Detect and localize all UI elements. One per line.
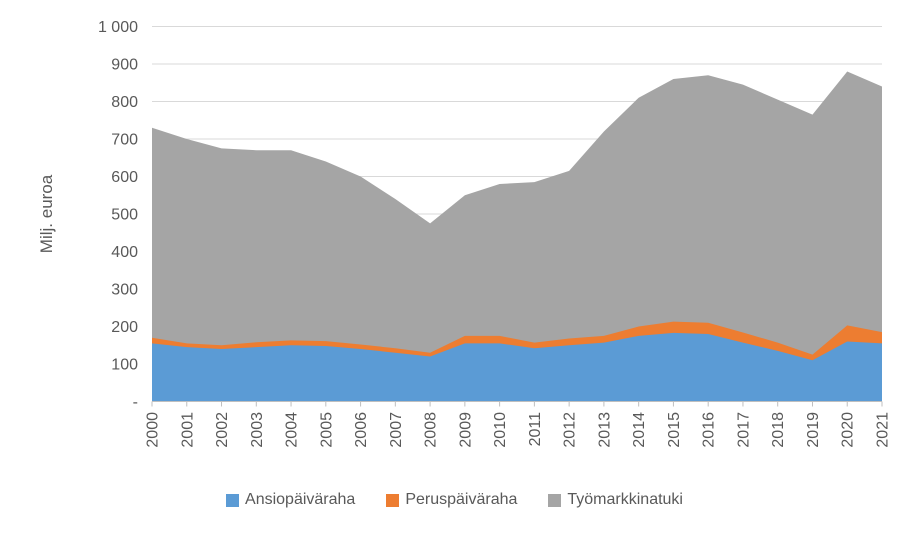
legend-item-tyomarkkinatuki: Työmarkkinatuki [548, 492, 683, 508]
y-tick-label: 200 [111, 319, 138, 336]
y-tick-label: 100 [111, 357, 138, 374]
legend-item-peruspaivaraha: Peruspäiväraha [386, 492, 517, 508]
legend-swatch-ansiopaivaraha [226, 493, 240, 507]
x-tick-label: 2005 [318, 412, 335, 448]
y-tick-label: 700 [111, 132, 138, 149]
area-tyomarkkinatuki [152, 71, 882, 402]
y-tick-label: 800 [111, 94, 138, 111]
y-tick-label: 500 [111, 207, 138, 224]
y-tick-label: 300 [111, 282, 138, 299]
x-tick-label: 2008 [423, 412, 440, 448]
x-tick-label: 2003 [249, 412, 266, 448]
y-tick-label: - [133, 394, 138, 411]
x-tick-label: 2000 [145, 412, 162, 448]
x-tick-label: 2018 [770, 412, 787, 448]
legend-label-ansiopaivaraha: Ansiopäiväraha [245, 491, 356, 508]
x-tick-label: 2006 [353, 412, 370, 448]
x-tick-label: 2013 [596, 412, 613, 448]
x-tick-label: 2015 [666, 412, 683, 448]
x-tick-label: 2010 [492, 412, 509, 448]
x-tick-label: 2020 [840, 412, 857, 448]
y-tick-label: 900 [111, 57, 138, 74]
x-tick-label: 2014 [631, 412, 648, 448]
x-tick-label: 2012 [562, 412, 579, 448]
x-tick-label: 2007 [388, 412, 405, 448]
x-tick-label: 2001 [179, 412, 196, 448]
legend: Ansiopäiväraha Peruspäiväraha Työmarkkin… [0, 492, 909, 508]
y-tick-label: 400 [111, 244, 138, 261]
x-tick-label: 2011 [527, 412, 544, 447]
legend-label-tyomarkkinatuki: Työmarkkinatuki [567, 491, 683, 508]
x-tick-label: 2021 [875, 412, 892, 448]
x-tick-label: 2016 [701, 412, 718, 448]
y-tick-label: 600 [111, 169, 138, 186]
legend-swatch-peruspaivaraha [386, 493, 400, 507]
x-tick-label: 2004 [284, 412, 301, 448]
legend-swatch-tyomarkkinatuki [548, 493, 562, 507]
x-tick-label: 2017 [735, 412, 752, 448]
x-tick-label: 2019 [805, 412, 822, 448]
y-tick-label: 1 000 [98, 19, 138, 36]
x-tick-label: 2009 [457, 412, 474, 448]
legend-label-peruspaivaraha: Peruspäiväraha [405, 491, 518, 508]
area-ansiopaivaraha [152, 332, 882, 402]
x-tick-label: 2002 [214, 412, 231, 448]
y-axis-title: Milj. euroa [37, 174, 56, 253]
legend-item-ansiopaivaraha: Ansiopäiväraha [226, 492, 355, 508]
